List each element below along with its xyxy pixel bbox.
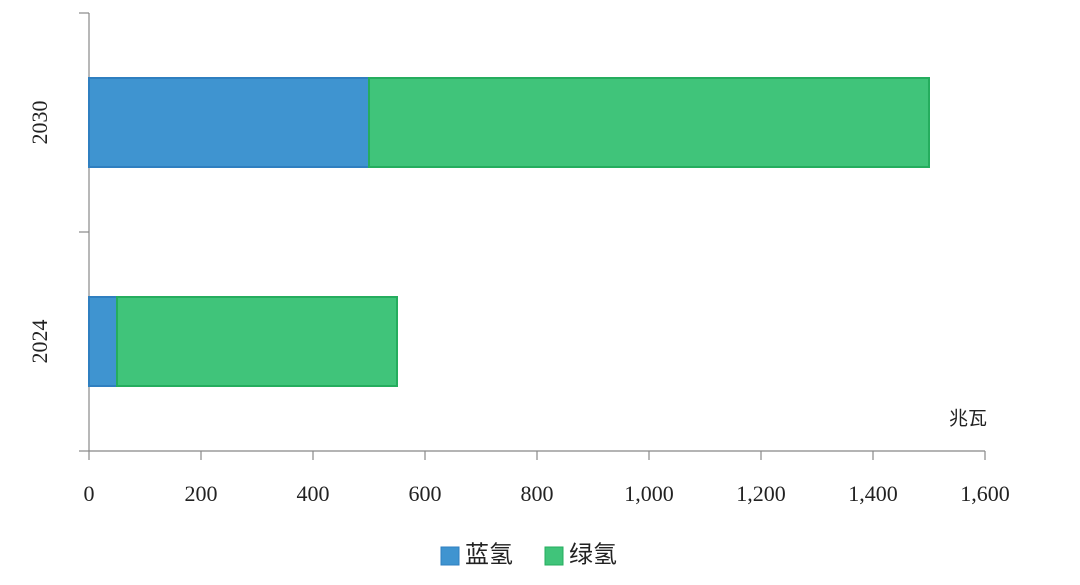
x-tick-label: 400 xyxy=(297,481,330,506)
x-tick-label: 600 xyxy=(409,481,442,506)
bar-segment xyxy=(88,296,118,387)
x-tick-label: 200 xyxy=(185,481,218,506)
x-tick-label: 1,600 xyxy=(960,481,1010,506)
legend-label: 绿氢 xyxy=(569,542,617,569)
bar-segment xyxy=(368,77,930,168)
x-tick-label: 1,200 xyxy=(736,481,786,506)
y-tick-label: 2024 xyxy=(27,320,52,364)
y-tick-label: 2030 xyxy=(27,101,52,145)
x-tick-label: 800 xyxy=(521,481,554,506)
bar-segment xyxy=(116,296,398,387)
x-tick-label: 1,400 xyxy=(848,481,898,506)
x-tick-label: 1,000 xyxy=(624,481,674,506)
legend-label: 蓝氢 xyxy=(465,542,513,569)
unit-label: 兆瓦 xyxy=(949,407,987,429)
legend-swatch xyxy=(440,546,460,566)
legend-swatch xyxy=(544,546,564,566)
bar-segment xyxy=(88,77,370,168)
x-tick-label: 0 xyxy=(84,481,95,506)
